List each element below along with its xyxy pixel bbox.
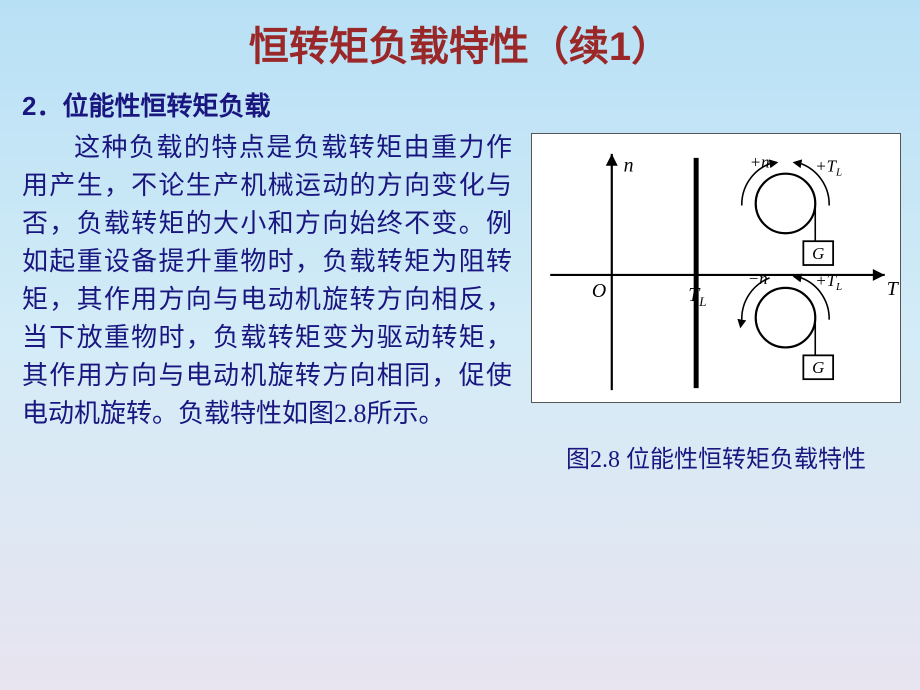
body-paragraph: 这种负载的特点是负载转矩由重力作用产生，不论生产机械运动的方向变化与否，负载转矩… (22, 129, 512, 474)
figure-diagram: nTOTL+n+TLG−n+TLG (531, 133, 901, 403)
section-heading: 2．位能性恒转矩负载 (0, 80, 920, 129)
content-row: 这种负载的特点是负载转矩由重力作用产生，不论生产机械运动的方向变化与否，负载转矩… (0, 129, 920, 474)
load-characteristic-svg: nTOTL+n+TLG−n+TLG (532, 134, 900, 402)
svg-text:+n: +n (750, 153, 770, 172)
figure-column: nTOTL+n+TLG−n+TLG 图2.8 位能性恒转矩负载特性 (512, 129, 902, 474)
svg-text:G: G (812, 244, 824, 263)
svg-text:n: n (624, 155, 634, 177)
slide-title: 恒转矩负载特性（续1） (0, 0, 920, 80)
svg-text:+TL: +TL (815, 157, 842, 179)
svg-text:T: T (887, 278, 900, 300)
svg-text:−n: −n (748, 269, 768, 288)
svg-text:TL: TL (688, 284, 706, 309)
svg-text:O: O (592, 280, 606, 302)
svg-text:G: G (812, 358, 824, 377)
figure-caption: 图2.8 位能性恒转矩负载特性 (530, 439, 902, 474)
